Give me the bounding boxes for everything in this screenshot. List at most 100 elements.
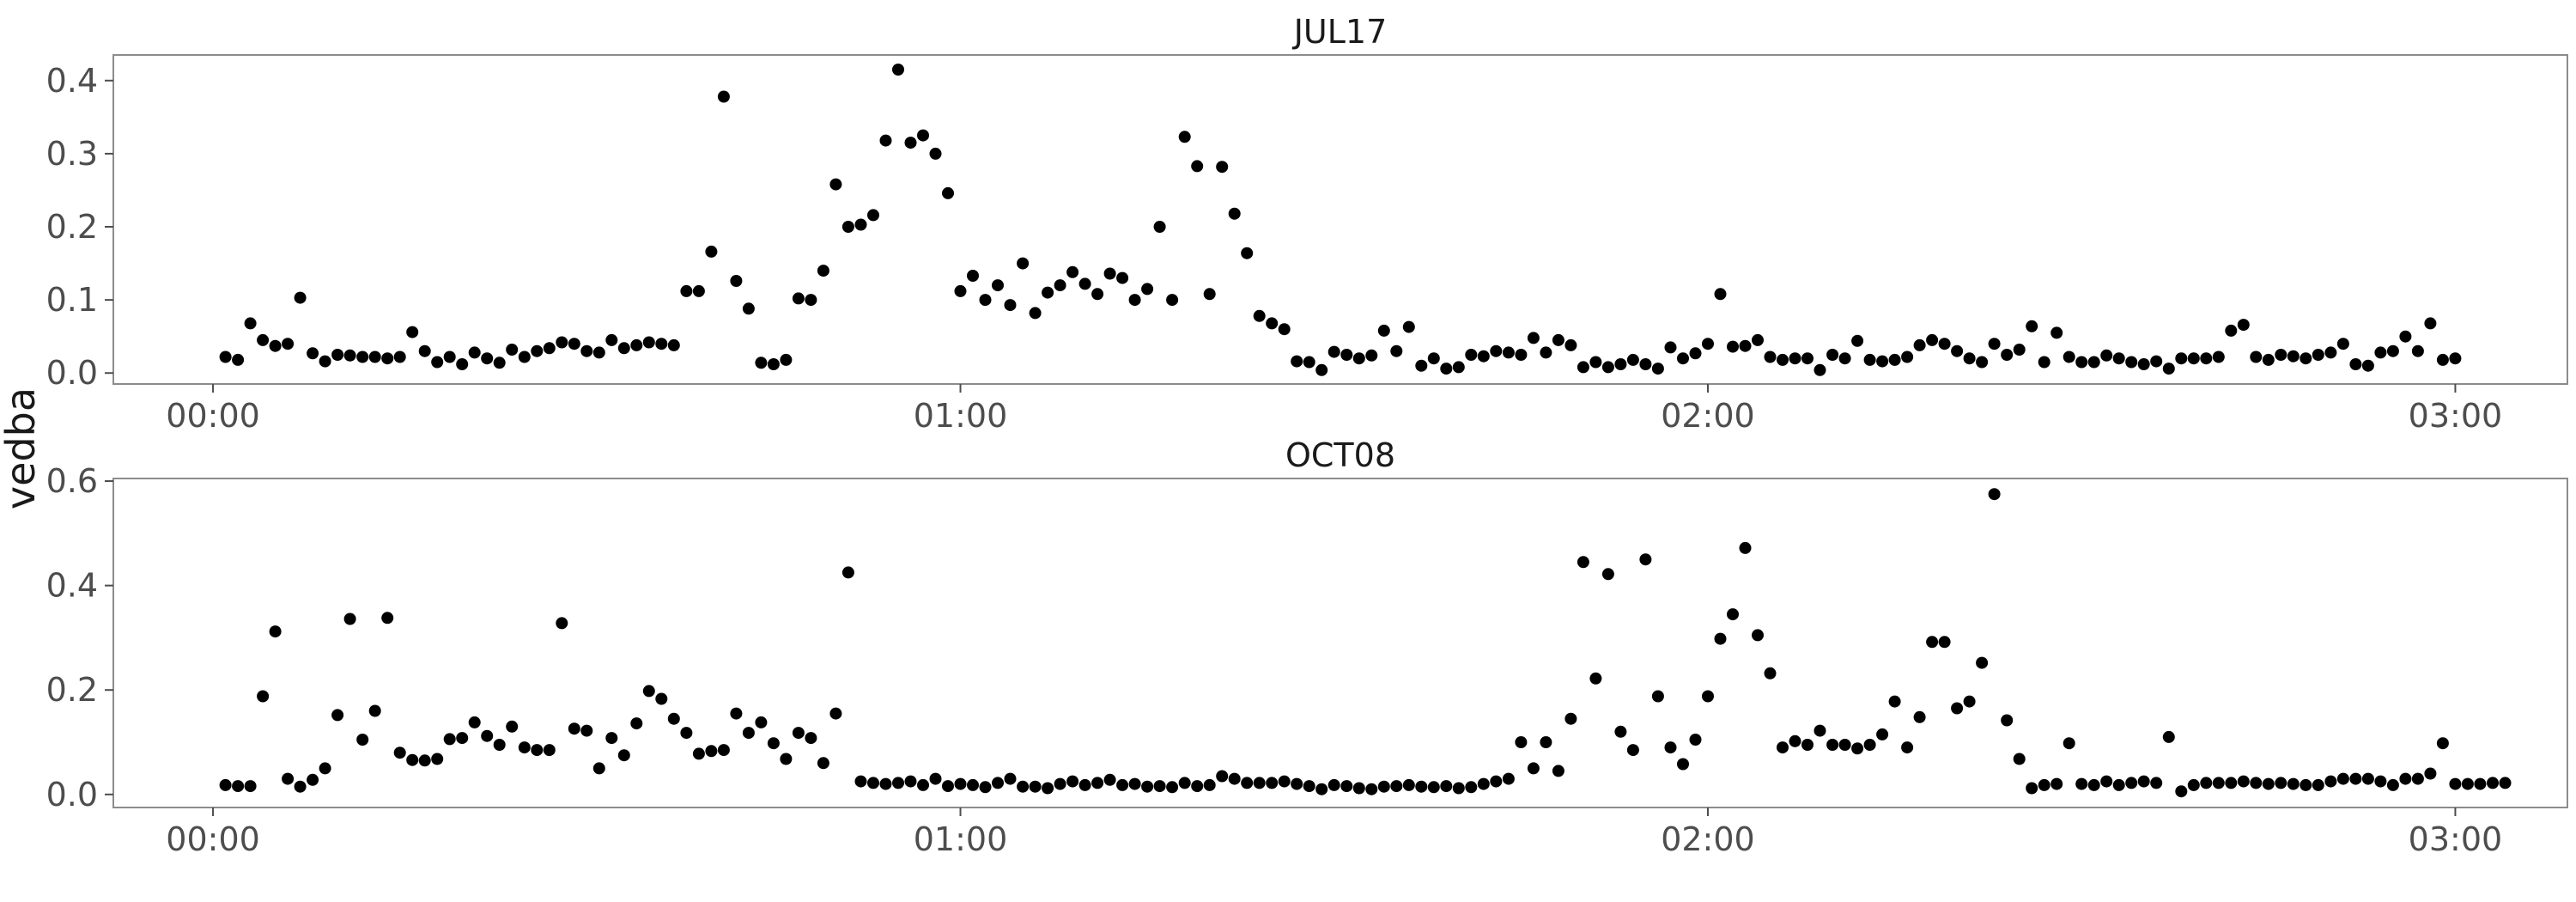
data-point bbox=[1577, 556, 1589, 569]
data-point bbox=[667, 338, 680, 351]
data-point bbox=[979, 294, 992, 307]
data-point bbox=[506, 344, 519, 356]
data-point bbox=[705, 745, 718, 758]
data-point bbox=[2100, 349, 2113, 362]
data-point bbox=[1752, 629, 1764, 642]
data-point bbox=[1352, 352, 1365, 365]
y-tick-label: 0.4 bbox=[46, 567, 98, 605]
x-tick-label: 02:00 bbox=[1661, 820, 1755, 858]
data-point bbox=[1253, 777, 1266, 789]
data-point bbox=[1078, 778, 1091, 791]
data-point bbox=[568, 338, 580, 350]
data-point bbox=[1241, 777, 1254, 789]
data-point bbox=[2013, 753, 2026, 765]
data-point bbox=[1228, 772, 1241, 785]
data-point bbox=[1377, 324, 1390, 337]
data-point bbox=[2361, 772, 2374, 785]
plot-frame bbox=[112, 478, 2568, 808]
data-point bbox=[1054, 279, 1066, 292]
data-point bbox=[1340, 780, 1353, 793]
data-point bbox=[2075, 356, 2088, 369]
data-point bbox=[368, 704, 381, 717]
data-point bbox=[443, 350, 456, 363]
data-point bbox=[1452, 361, 1465, 374]
data-point bbox=[244, 317, 257, 330]
data-point bbox=[1664, 341, 1677, 354]
data-point bbox=[2287, 777, 2300, 790]
data-point bbox=[1153, 780, 1166, 793]
data-point bbox=[1838, 739, 1851, 751]
data-point bbox=[294, 291, 307, 304]
data-point bbox=[2050, 326, 2063, 339]
data-point bbox=[1203, 288, 1216, 301]
data-point bbox=[1465, 781, 1478, 794]
data-point bbox=[2026, 320, 2038, 332]
data-point bbox=[792, 727, 805, 740]
data-point bbox=[1490, 344, 1503, 357]
data-point bbox=[1377, 780, 1390, 793]
data-point bbox=[431, 753, 444, 765]
data-point bbox=[1888, 353, 1901, 366]
data-point bbox=[967, 778, 979, 791]
data-point bbox=[992, 777, 1004, 789]
data-point bbox=[2175, 352, 2188, 365]
data-point bbox=[1739, 541, 1752, 554]
data-point bbox=[1515, 349, 1528, 361]
data-point bbox=[904, 137, 917, 149]
data-point bbox=[2374, 346, 2387, 359]
data-point bbox=[1926, 333, 1939, 346]
data-point bbox=[742, 727, 755, 740]
data-point bbox=[381, 352, 394, 365]
data-point bbox=[1764, 350, 1777, 363]
data-point bbox=[2212, 350, 2225, 363]
data-point bbox=[580, 344, 593, 357]
data-point bbox=[730, 707, 743, 720]
data-point bbox=[518, 741, 531, 754]
data-point bbox=[2275, 777, 2287, 789]
data-point bbox=[892, 64, 904, 76]
data-point bbox=[1727, 340, 1739, 353]
data-point bbox=[1901, 741, 1914, 754]
x-tick-label: 03:00 bbox=[2409, 397, 2503, 435]
data-point bbox=[1128, 294, 1141, 307]
data-point bbox=[680, 284, 693, 297]
data-point bbox=[1054, 777, 1066, 790]
data-point bbox=[2237, 319, 2250, 332]
data-point bbox=[319, 355, 331, 368]
data-point bbox=[867, 777, 879, 789]
data-point bbox=[294, 780, 307, 793]
data-point bbox=[1415, 780, 1428, 793]
data-point bbox=[468, 346, 481, 359]
data-point bbox=[2312, 778, 2324, 791]
data-point bbox=[531, 744, 544, 757]
data-point bbox=[1988, 488, 2001, 501]
x-tick-label: 01:00 bbox=[914, 820, 1008, 858]
data-point bbox=[2063, 737, 2075, 750]
data-point bbox=[1564, 338, 1577, 351]
data-point bbox=[1091, 777, 1104, 789]
data-point bbox=[1004, 299, 1017, 312]
data-point bbox=[418, 754, 431, 767]
data-point bbox=[841, 566, 854, 579]
data-point bbox=[717, 90, 730, 103]
data-point bbox=[2411, 772, 2424, 785]
data-point bbox=[1702, 338, 1714, 350]
data-point bbox=[2137, 775, 2150, 788]
data-point bbox=[269, 625, 282, 638]
data-point bbox=[2262, 353, 2275, 366]
data-point bbox=[2250, 350, 2263, 363]
data-point bbox=[780, 753, 793, 765]
data-point bbox=[617, 342, 630, 355]
data-point bbox=[1851, 334, 1864, 347]
data-point bbox=[2399, 772, 2412, 785]
data-point bbox=[879, 777, 892, 790]
data-point bbox=[1826, 739, 1839, 751]
data-point bbox=[1303, 356, 1315, 369]
data-point bbox=[2150, 777, 2163, 789]
data-point bbox=[655, 338, 668, 350]
data-point bbox=[2162, 730, 2175, 743]
y-tick-label: 0.2 bbox=[46, 208, 98, 246]
data-point bbox=[1078, 277, 1091, 290]
data-point bbox=[1601, 361, 1614, 374]
data-point bbox=[1976, 656, 1989, 669]
